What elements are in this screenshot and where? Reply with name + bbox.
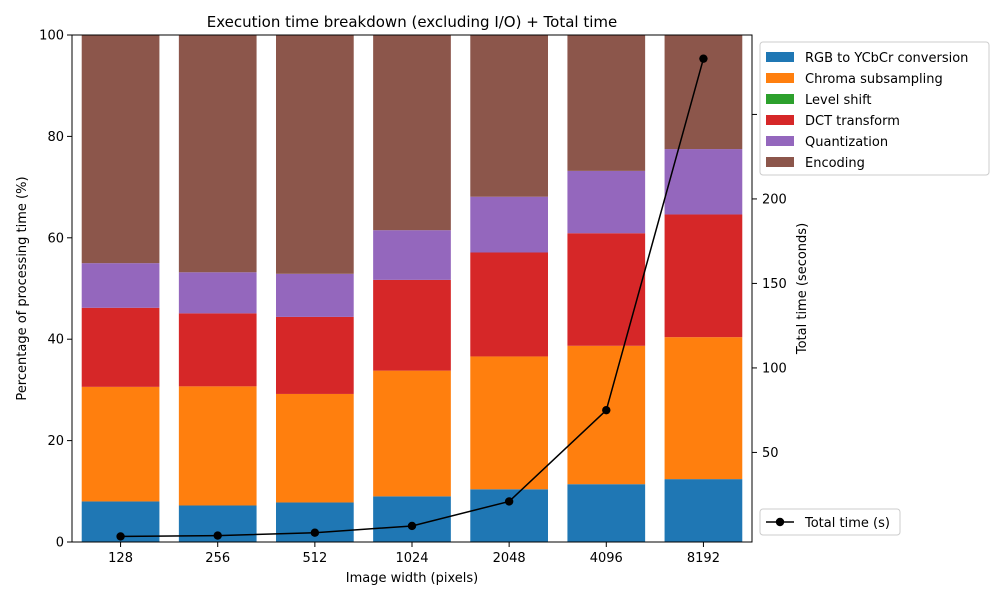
bar-segment-0-4096 [567,484,646,542]
total-time-point-128 [116,532,125,541]
x-tick-label: 256 [205,551,230,566]
bar-segment-5-128 [81,35,160,264]
y2-tick-label: 150 [762,277,787,292]
total-time-point-256 [213,531,222,540]
legend-label: DCT transform [805,114,900,129]
left-y-axis: 0 20 40 60 80 100 [39,29,72,551]
bar-segment-3-512 [276,316,354,394]
bar-segment-4-4096 [567,170,646,234]
y2-axis-label: Total time (seconds) [795,223,810,355]
legend-swatch [766,73,794,83]
bar-segment-3-4096 [567,233,646,346]
line-legend: Total time (s) [759,508,901,536]
bar-segment-3-8192 [664,214,743,338]
total-time-point-4096 [602,405,611,415]
total-time-point-2048 [504,497,514,506]
bar-segment-4-512 [276,273,354,317]
bar-segment-1-2048 [470,356,548,490]
y-tick-label: 100 [39,29,64,44]
bars-layer [81,35,743,542]
total-time-point-1024 [407,521,417,531]
x-axis-label: Image width (pixels) [346,571,479,586]
bar-segment-0-2048 [470,489,548,542]
y-tick-label: 80 [47,130,64,145]
bar-segment-1-128 [81,386,160,502]
bar-segment-5-1024 [373,35,451,231]
bar-segment-5-2048 [470,35,548,197]
line-legend-frame [759,508,901,536]
legend-swatch [766,136,794,146]
x-tick-label: 128 [108,551,133,566]
bar-segment-5-4096 [567,35,646,171]
legend-swatch [766,115,794,125]
legend-label: Quantization [805,135,888,150]
bar-segment-4-256 [178,272,257,314]
legend-frame [759,41,990,176]
bar-segment-1-8192 [664,337,743,480]
bar-segment-3-1024 [373,279,451,371]
line-legend-label: Total time (s) [804,516,890,531]
bar-segment-1-1024 [373,370,451,497]
legend-swatch [766,157,794,167]
x-axis: 128 256 512 1024 2048 4096 8192 [108,542,720,566]
legend: RGB to YCbCr conversion Chroma subsamplin… [759,41,990,176]
chart-title: Execution time breakdown (excluding I/O)… [207,13,618,31]
legend-swatch [766,52,794,62]
x-tick-label: 512 [302,551,327,566]
y-tick-label: 0 [56,536,64,551]
legend-swatch [766,94,794,104]
bar-segment-3-256 [178,313,257,387]
bar-segment-0-8192 [664,479,743,542]
line-legend-marker [775,517,785,527]
x-tick-label: 1024 [395,551,428,566]
total-time-point-512 [310,528,320,537]
bar-segment-5-512 [276,35,354,274]
y-tick-label: 20 [47,434,64,449]
y2-tick-label: 100 [762,361,787,376]
y2-tick-label: 200 [762,192,787,207]
bar-segment-4-8192 [664,149,743,215]
x-tick-label: 4096 [590,551,623,566]
line-layer [116,54,708,541]
bar-segment-1-4096 [567,345,646,485]
bar-segment-1-512 [276,393,354,503]
bar-segment-5-8192 [664,35,743,150]
legend-label: Chroma subsampling [805,72,943,87]
y-tick-label: 60 [47,231,64,246]
legend-label: Level shift [805,93,872,108]
y-tick-label: 40 [47,333,64,348]
legend-label: RGB to YCbCr conversion [805,51,968,66]
bar-segment-4-1024 [373,230,451,280]
y-axis-label: Percentage of processing time (%) [15,176,30,400]
legend-label: Encoding [805,156,865,171]
total-time-point-8192 [699,54,708,63]
bar-segment-4-128 [81,263,160,308]
bar-segment-3-128 [81,307,160,387]
x-tick-label: 8192 [687,551,720,566]
bar-segment-4-2048 [470,196,548,253]
bar-segment-3-2048 [470,252,548,357]
bar-segment-1-256 [178,386,257,506]
y2-tick-label: 50 [762,446,779,461]
bar-segment-5-256 [178,35,257,273]
x-tick-label: 2048 [493,551,526,566]
